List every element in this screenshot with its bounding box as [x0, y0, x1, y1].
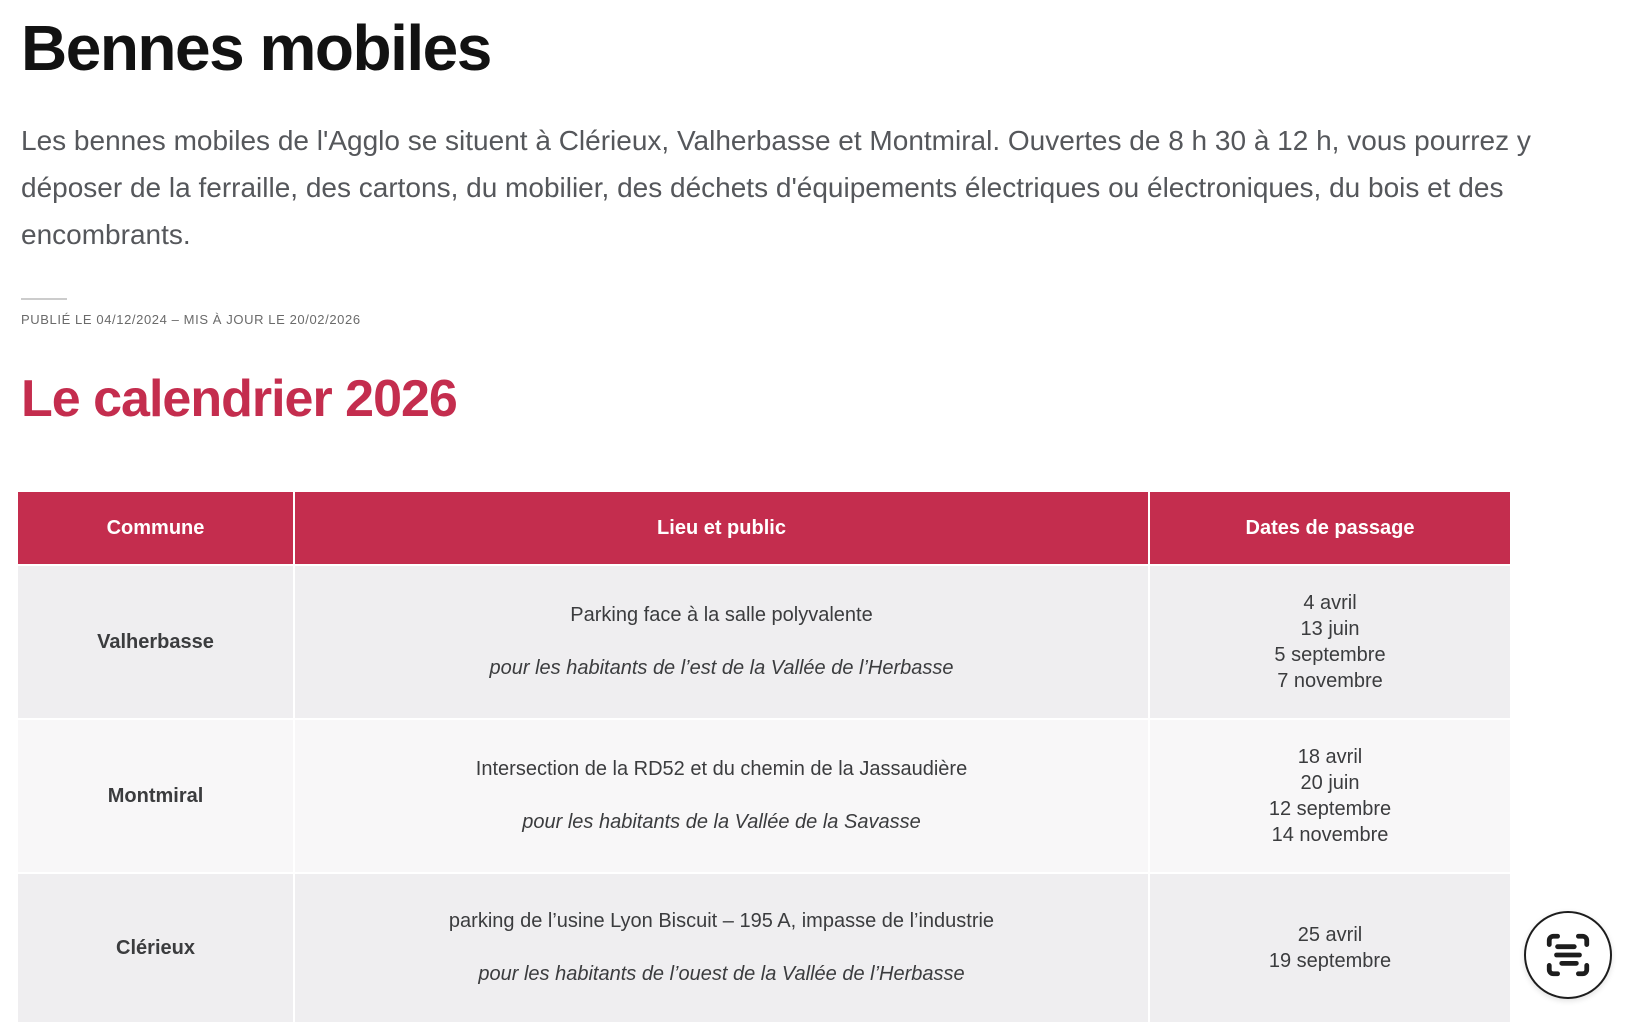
- lieu-text: parking de l’usine Lyon Biscuit – 195 A,…: [448, 910, 995, 933]
- public-text: pour les habitants de l’ouest de la Vall…: [478, 963, 965, 986]
- section-title-calendar: Le calendrier 2026: [21, 370, 458, 429]
- date-line: 20 juin: [1300, 772, 1360, 795]
- page-title: Bennes mobiles: [21, 12, 492, 84]
- dates-cell: 18 avril 20 juin 12 septembre 14 novembre: [1150, 718, 1510, 873]
- column-header-dates: Dates de passage: [1150, 492, 1510, 565]
- table-row: Clérieux parking de l’usine Lyon Biscuit…: [18, 872, 1510, 1023]
- date-line: 4 avril: [1303, 592, 1357, 615]
- date-line: 18 avril: [1297, 746, 1363, 769]
- lieu-public-cell: Parking face à la salle polyvalente pour…: [295, 564, 1150, 719]
- dates-cell: 4 avril 13 juin 5 septembre 7 novembre: [1150, 564, 1510, 719]
- published-line: Publié le 04/12/2024 – Mis à jour le 20/…: [21, 312, 361, 328]
- lieu-public-cell: Intersection de la RD52 et du chemin de …: [295, 718, 1150, 873]
- date-line: 7 novembre: [1277, 670, 1383, 693]
- commune-cell: Montmiral: [18, 718, 295, 873]
- lieu-public-cell: parking de l’usine Lyon Biscuit – 195 A,…: [295, 872, 1150, 1023]
- table-row: Montmiral Intersection de la RD52 et du …: [18, 718, 1510, 873]
- date-line: 19 septembre: [1268, 950, 1392, 973]
- meta-divider: [21, 298, 67, 301]
- calendar-table: Commune Lieu et public Dates de passage …: [18, 492, 1510, 1023]
- commune-cell: Clérieux: [18, 872, 295, 1023]
- lieu-text: Intersection de la RD52 et du chemin de …: [475, 758, 968, 781]
- public-text: pour les habitants de l’est de la Vallée…: [489, 657, 954, 680]
- table-header-row: Commune Lieu et public Dates de passage: [18, 492, 1510, 565]
- date-line: 14 novembre: [1271, 824, 1389, 847]
- dates-cell: 25 avril 19 septembre: [1150, 872, 1510, 1023]
- date-line: 25 avril: [1297, 924, 1363, 947]
- column-header-commune: Commune: [18, 492, 295, 565]
- intro-paragraph: Les bennes mobiles de l'Agglo se situent…: [21, 125, 1531, 251]
- column-header-lieu-public: Lieu et public: [295, 492, 1150, 565]
- date-line: 5 septembre: [1274, 644, 1386, 667]
- table-body: Valherbasse Parking face à la salle poly…: [18, 564, 1510, 1023]
- commune-cell: Valherbasse: [18, 564, 295, 719]
- scan-text-icon: [1546, 933, 1590, 977]
- date-line: 12 septembre: [1268, 798, 1392, 821]
- table-row: Valherbasse Parking face à la salle poly…: [18, 564, 1510, 719]
- public-text: pour les habitants de la Vallée de la Sa…: [522, 811, 921, 834]
- scan-button[interactable]: [1524, 911, 1612, 999]
- lieu-text: Parking face à la salle polyvalente: [570, 604, 873, 627]
- date-line: 13 juin: [1300, 618, 1360, 641]
